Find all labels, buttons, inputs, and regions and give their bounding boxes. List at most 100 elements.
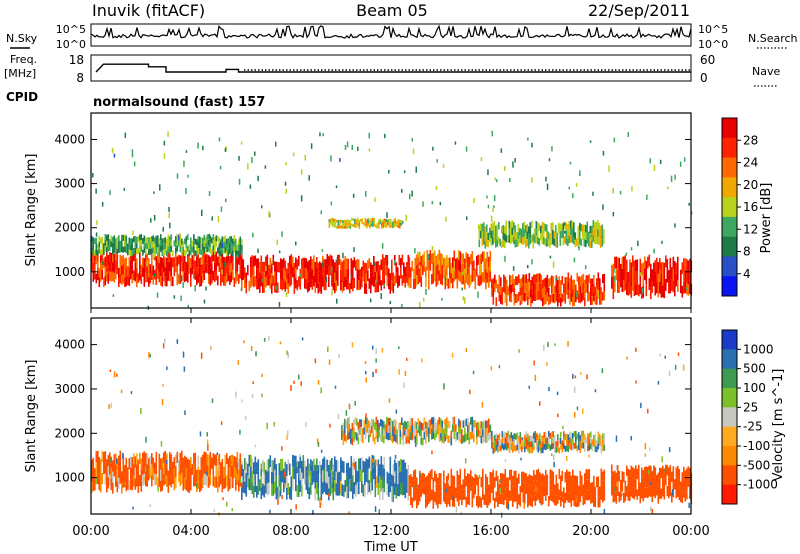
data-cell — [157, 259, 159, 270]
scatter-cell — [590, 234, 592, 238]
data-cell — [519, 432, 522, 438]
data-cell — [266, 471, 269, 484]
data-cell — [467, 473, 469, 484]
data-cell — [115, 453, 117, 465]
data-cell — [468, 494, 471, 506]
data-cell — [311, 279, 314, 290]
scatter-cell — [201, 209, 203, 216]
scatter-cell — [535, 485, 537, 492]
data-cell — [206, 454, 209, 466]
data-cell — [477, 254, 480, 265]
data-cell — [498, 222, 500, 230]
data-cell — [185, 468, 188, 480]
data-cell — [118, 235, 120, 242]
data-cell — [581, 275, 583, 285]
data-cell — [464, 279, 466, 290]
scatter-cell — [568, 297, 571, 303]
data-cell — [553, 231, 556, 239]
data-cell — [197, 254, 200, 264]
data-cell — [437, 274, 439, 285]
beam-label: Beam 05 — [356, 1, 428, 20]
data-cell — [322, 482, 324, 495]
data-cell — [657, 285, 660, 298]
data-cell — [197, 455, 200, 467]
data-cell — [645, 272, 648, 285]
data-cell — [416, 422, 418, 430]
data-cell — [302, 267, 305, 279]
data-cell — [378, 219, 380, 223]
data-cell — [566, 286, 568, 295]
data-cell — [488, 267, 490, 278]
data-cell — [566, 479, 568, 491]
data-cell — [188, 250, 191, 257]
data-cell — [128, 276, 131, 286]
data-cell — [91, 247, 93, 254]
scatter-cell — [674, 364, 677, 370]
data-cell — [680, 281, 682, 294]
data-cell — [196, 275, 198, 286]
data-cell — [473, 270, 475, 282]
data-cell — [170, 476, 173, 488]
data-cell — [383, 456, 386, 469]
data-cell — [384, 424, 387, 432]
data-cell — [136, 236, 138, 243]
data-cell — [584, 473, 586, 484]
data-cell — [464, 420, 466, 428]
scatter-cell — [670, 175, 673, 182]
data-cell — [590, 482, 592, 494]
scatter-cell — [284, 483, 286, 488]
data-cell — [230, 466, 233, 478]
data-cell — [564, 285, 567, 295]
data-cell — [485, 268, 487, 280]
data-cell — [629, 270, 631, 283]
data-cell — [461, 263, 463, 274]
data-cell — [304, 472, 306, 485]
data-cell — [215, 270, 218, 281]
data-cell — [389, 425, 391, 433]
scatter-cell — [498, 365, 501, 369]
data-cell — [547, 231, 550, 239]
data-cell — [518, 441, 520, 448]
data-cell — [124, 465, 126, 477]
data-cell — [113, 241, 116, 248]
colorbar-swatch — [722, 118, 737, 139]
data-cell — [345, 219, 347, 223]
data-cell — [319, 261, 321, 272]
scatter-cell — [514, 158, 516, 163]
data-cell — [539, 290, 541, 300]
data-cell — [253, 276, 255, 288]
data-cell — [241, 464, 243, 477]
data-cell — [163, 262, 165, 272]
data-cell — [581, 485, 583, 497]
data-cell — [307, 261, 309, 272]
data-cell — [394, 275, 396, 286]
data-cell — [620, 263, 622, 276]
scatter-cell — [653, 164, 656, 172]
data-cell — [389, 273, 392, 284]
data-cell — [434, 471, 436, 482]
data-cell — [387, 425, 390, 433]
data-cell — [152, 468, 155, 480]
data-cell — [492, 469, 495, 480]
nave-tick-bottom: 0 — [700, 71, 708, 85]
data-cell — [348, 416, 351, 425]
data-cell — [599, 434, 601, 440]
data-cell — [328, 464, 330, 477]
data-cell — [546, 224, 548, 232]
data-cell — [452, 278, 454, 289]
data-cell — [513, 287, 516, 297]
data-cell — [160, 240, 162, 246]
data-cell — [164, 267, 167, 277]
data-cell — [590, 287, 592, 297]
scatter-cell — [300, 381, 302, 386]
data-cell — [663, 262, 666, 275]
data-cell — [193, 464, 195, 476]
data-cell — [518, 447, 520, 454]
data-cell — [459, 420, 462, 428]
data-cell — [146, 262, 149, 273]
data-cell — [663, 274, 666, 287]
scatter-cell — [320, 502, 322, 505]
data-cell — [480, 264, 483, 275]
data-cell — [401, 459, 404, 472]
